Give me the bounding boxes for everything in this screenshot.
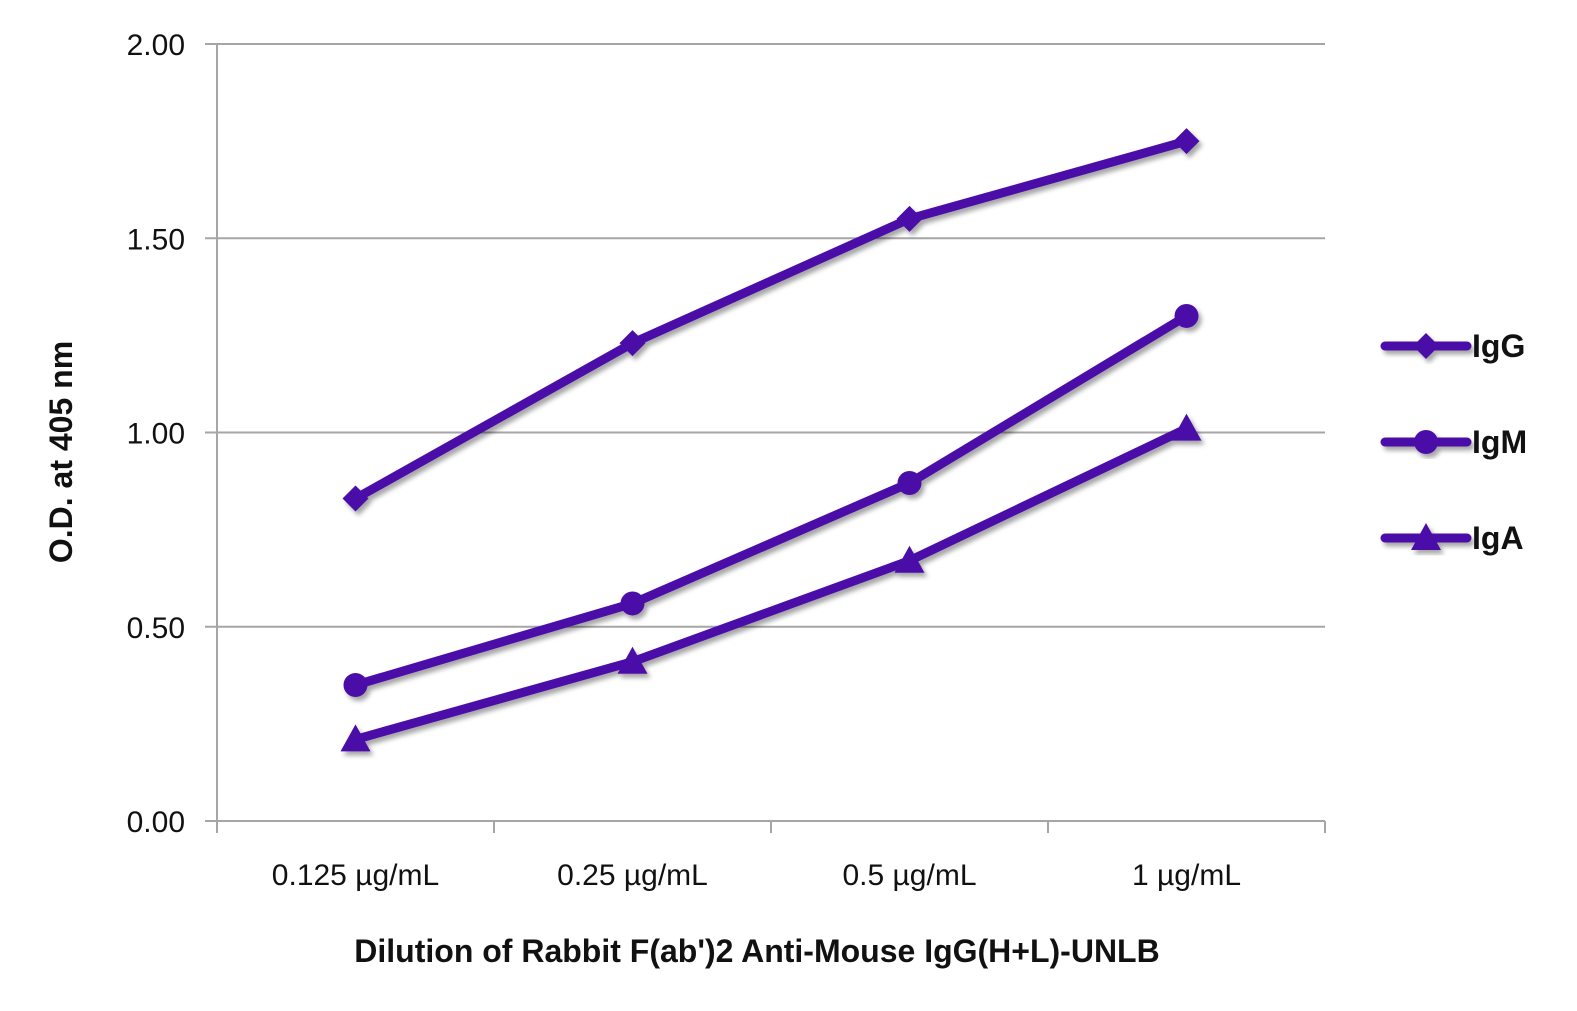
gridlines: [217, 43, 1325, 628]
y-tick-label: 0.50: [127, 612, 185, 645]
data-point-igg: [342, 485, 369, 512]
legend-marker: [1414, 430, 1438, 454]
data-point-iga: [894, 545, 925, 573]
series-line-igg: [351, 136, 1191, 504]
y-tick-label: 1.50: [127, 223, 185, 256]
data-point-igm: [620, 591, 645, 616]
data-point-iga: [340, 724, 371, 752]
legend-marker: [1413, 333, 1439, 359]
legend-marker: [1411, 523, 1441, 550]
x-tick-label: 0.125 µg/mL: [272, 859, 439, 892]
data-point-igm: [1174, 303, 1199, 328]
legend-item-iga: [1380, 523, 1472, 550]
x-tick-label: 0.5 µg/mL: [842, 859, 976, 892]
series-line-igm: [351, 311, 1191, 690]
x-tick-label: 1 µg/mL: [1132, 859, 1241, 892]
series-igg: [342, 128, 1200, 512]
series-line-iga: [351, 424, 1191, 744]
series-group: [340, 128, 1202, 752]
data-point-igm: [897, 471, 922, 496]
data-point-igg: [619, 330, 646, 357]
legend: IgG IgM IgA: [1380, 328, 1527, 556]
legend-label: IgA: [1472, 520, 1524, 556]
data-point-igg: [1173, 128, 1200, 155]
series-igm: [343, 303, 1199, 698]
legend-item-igg: [1380, 333, 1472, 359]
axes: 0.00 0.50 1.00 1.50 2.00 0.125 µg/mL 0.25 µg/m…: [127, 29, 1326, 892]
legend-item-igm: [1380, 430, 1472, 454]
data-point-igm: [343, 673, 368, 698]
x-tick-label: 0.25 µg/mL: [557, 859, 708, 892]
data-point-igg: [896, 205, 923, 232]
data-point-iga: [617, 646, 648, 674]
y-tick-label: 0.00: [127, 806, 185, 839]
data-point-iga: [1171, 413, 1202, 441]
series-iga: [340, 413, 1202, 752]
legend-label: IgG: [1472, 328, 1525, 364]
y-tick-label: 2.00: [127, 29, 185, 62]
legend-label: IgM: [1472, 424, 1527, 460]
x-axis-title: Dilution of Rabbit F(ab')2 Anti-Mouse Ig…: [354, 933, 1159, 969]
y-tick-label: 1.00: [127, 418, 185, 451]
y-axis-title: O.D. at 405 nm: [43, 341, 79, 563]
